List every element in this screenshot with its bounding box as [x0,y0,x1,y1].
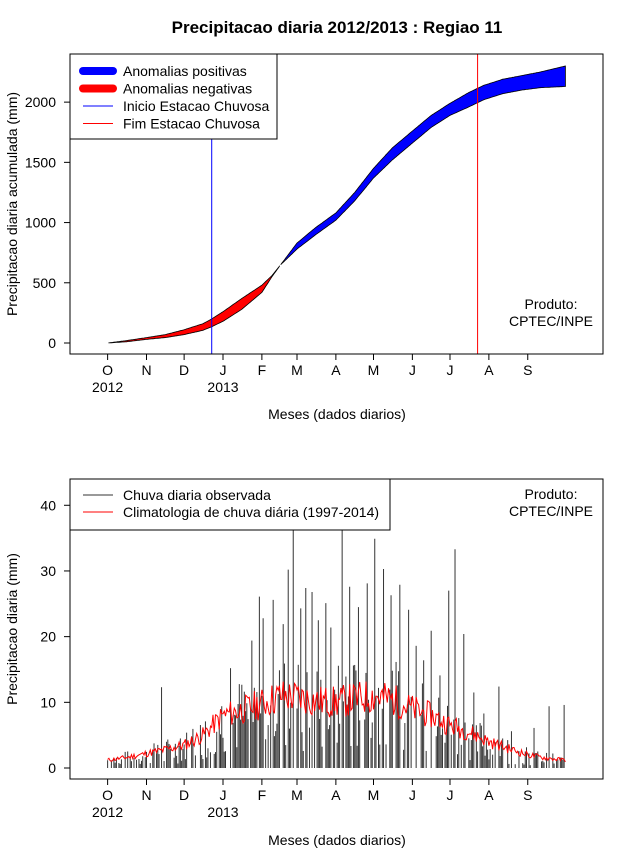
top-legend-label: Anomalias positivas [123,63,247,79]
bottom-legend-label: Climatologia de chuva diária (1997-2014) [123,504,379,520]
top-month-label: J [409,362,416,378]
bottom-legend-label: Chuva diaria observada [123,487,271,503]
bottom-year-label: 2013 [207,804,238,820]
top-y-axis: 0 500 1000 1500 2000 [25,94,70,351]
negative-anomaly-band [108,265,280,344]
bottom-month-label: S [523,787,532,803]
bottom-y-tick-label: 0 [48,760,56,776]
bottom-legend-box [69,478,391,531]
top-x-axis: O N D J F M A M J J A S 2012 2013 [92,354,532,395]
top-product-source: CPTEC/INPE [509,313,593,329]
top-month-label: O [102,362,113,378]
top-month-label: J [446,362,453,378]
top-month-label: N [141,362,151,378]
bottom-y-axis: 0 10 20 30 40 [40,497,70,776]
top-month-label: S [523,362,532,378]
bottom-month-label: J [446,787,453,803]
top-year-label: 2013 [207,379,238,395]
top-month-label: F [258,362,267,378]
bottom-month-label: N [141,787,151,803]
bottom-product-source: CPTEC/INPE [509,503,593,519]
top-y-tick-label: 2000 [25,94,56,110]
climatology-line [107,681,566,763]
positive-anomaly-band [280,65,566,265]
bottom-month-label: A [331,787,341,803]
bottom-y-axis-label: Precipitacao diaria (mm) [4,553,20,705]
chart-title: Precipitacao diaria 2012/2013 : Regiao 1… [172,18,503,37]
bottom-month-label: J [220,787,227,803]
top-y-axis-label: Precipitacao diaria acumulada (mm) [4,92,20,316]
top-y-tick-label: 0 [48,335,56,351]
top-legend-label: Fim Estacao Chuvosa [123,116,260,132]
bottom-month-label: M [291,787,303,803]
top-legend: Anomalias positivas Anomalias negativasIn… [69,53,278,140]
bottom-month-label: A [484,787,494,803]
daily-plot-area [107,528,566,768]
top-month-label: J [220,362,227,378]
bottom-product-label: Produto: [525,486,578,502]
bottom-month-label: O [102,787,113,803]
top-year-label: 2012 [92,379,123,395]
top-y-tick-label: 1000 [25,215,56,231]
top-plot-frame [69,53,604,355]
bottom-x-axis: O N D J F M A M J J A S 2012 2013 [92,779,532,820]
top-month-label: M [368,362,380,378]
top-legend-label: Anomalias negativas [123,81,252,97]
top-month-label: M [291,362,303,378]
daily-chart: 0 10 20 30 40 O N D J F M A M J J A S 2012 2013 Meses (da… [4,478,604,848]
top-product-label: Produto: [525,296,578,312]
bottom-x-axis-label: Meses (dados diarios) [268,832,406,848]
top-y-tick-label: 1500 [25,154,56,170]
top-x-axis-label: Meses (dados diarios) [268,406,406,422]
bottom-month-label: M [368,787,380,803]
top-month-label: D [179,362,189,378]
bottom-month-label: D [179,787,189,803]
bottom-year-label: 2012 [92,804,123,820]
bottom-month-label: F [258,787,267,803]
top-month-label: A [484,362,494,378]
top-y-tick-label: 500 [33,275,57,291]
cumulative-chart: Precipitacao diaria 2012/2013 : Regiao 1… [4,18,604,422]
bottom-month-label: J [409,787,416,803]
top-legend-label: Inicio Estacao Chuvosa [123,98,270,114]
top-month-label: A [331,362,341,378]
bottom-y-tick-label: 10 [40,694,56,710]
bottom-y-tick-label: 30 [40,563,56,579]
bottom-y-tick-label: 40 [40,497,56,513]
bottom-y-tick-label: 20 [40,629,56,645]
